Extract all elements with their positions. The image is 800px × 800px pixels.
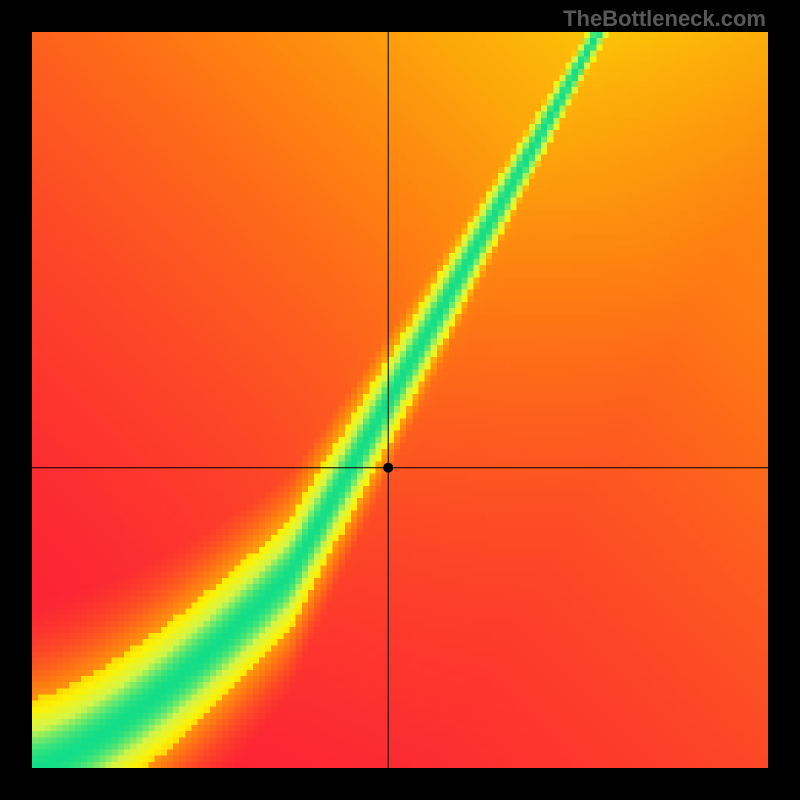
watermark-text: TheBottleneck.com (563, 6, 766, 32)
heatmap-plot (32, 32, 768, 768)
image-root: TheBottleneck.com (0, 0, 800, 800)
